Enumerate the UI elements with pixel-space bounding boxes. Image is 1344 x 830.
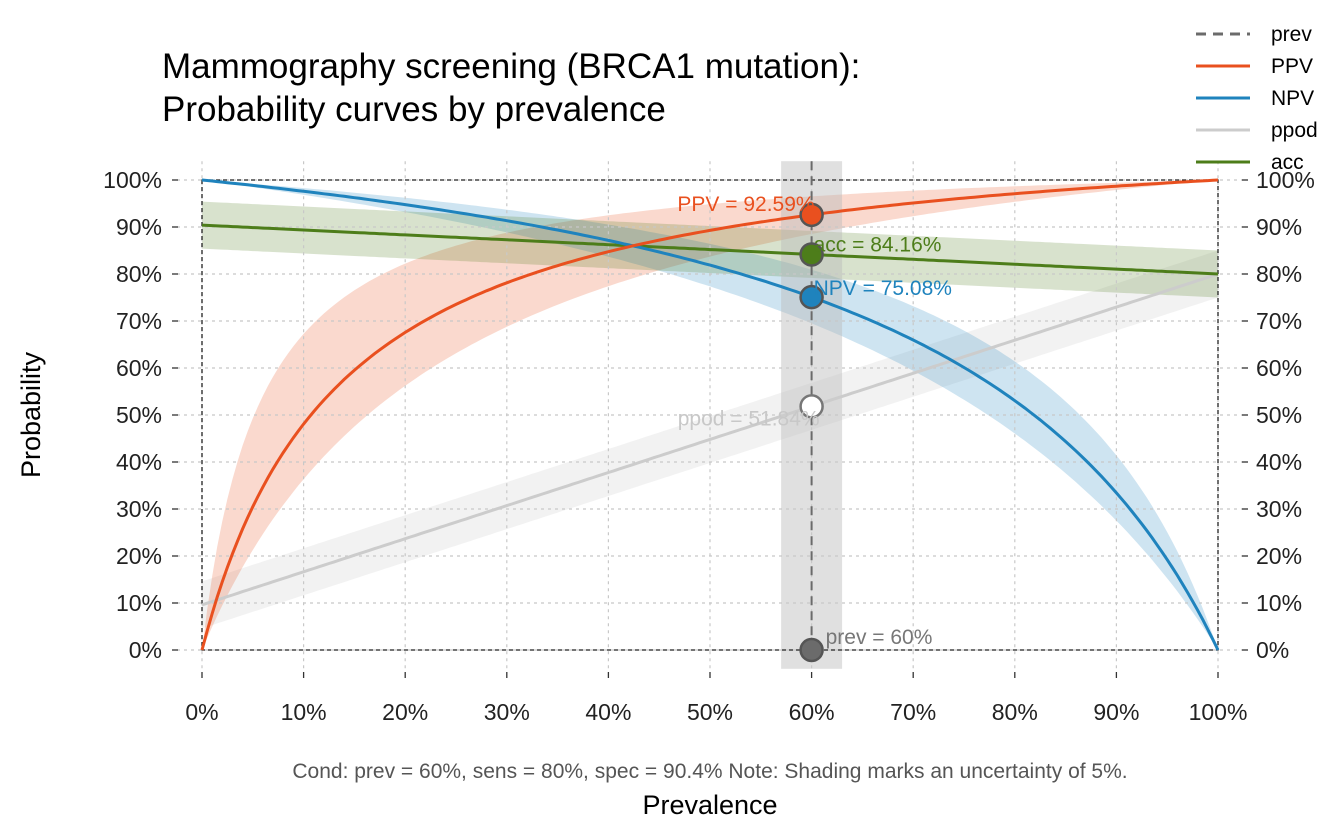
y-tick-right-8: 80% — [1256, 261, 1302, 287]
y-tick-right-6: 60% — [1256, 355, 1302, 381]
point-ppod — [799, 394, 824, 419]
x-tick-4: 40% — [585, 699, 631, 725]
probability-curves — [200, 161, 1220, 651]
y-tick-right-5: 50% — [1256, 402, 1302, 428]
x-tick-9: 90% — [1093, 699, 1139, 725]
y-tick-right-10: 100% — [1256, 167, 1315, 193]
x-tick-7: 70% — [890, 699, 936, 725]
y-tick-left-0: 0% — [129, 637, 162, 663]
y-tick-right-9: 90% — [1256, 214, 1302, 240]
y-tick-left-3: 30% — [116, 496, 162, 522]
y-tick-left-1: 10% — [116, 590, 162, 616]
y-tick-left-6: 60% — [116, 355, 162, 381]
point-label-prev: prev = 60% — [826, 626, 933, 649]
legend: prev PPV NPV ppod acc — [1196, 23, 1318, 174]
point-label-ppv: PPV = 92.59% — [677, 193, 814, 216]
legend-label-prev: prev — [1271, 23, 1312, 46]
y-tick-left-4: 40% — [116, 449, 162, 475]
curve-acc — [201, 223, 1219, 276]
x-tick-8: 80% — [992, 699, 1038, 725]
chart-title-line-1: Mammography screening (BRCA1 mutation): — [162, 47, 860, 86]
band-ppv — [202, 180, 1218, 650]
y-tick-left-5: 50% — [116, 402, 162, 428]
point-label-npv: NPV = 75.08% — [814, 277, 952, 300]
curve-npv — [201, 178, 1220, 651]
point-prev — [799, 637, 824, 663]
legend-label-ppv: PPV — [1271, 55, 1313, 78]
condition-note: Cond: prev = 60%, sens = 80%, spec = 90.… — [292, 760, 1127, 783]
x-tick-1: 10% — [281, 699, 327, 725]
plot-border — [201, 179, 1219, 651]
chart-title-line-2: Probability curves by prevalence — [162, 90, 666, 129]
y-tick-right-7: 70% — [1256, 308, 1302, 334]
highlight-points: PPV = 92.59%acc = 84.16% NPV = 75.08% ppod… — [677, 193, 952, 663]
legend-label-acc: acc — [1271, 151, 1304, 174]
y-axis-ticks-left: 0% 10% 20% 30% 40% 50% 60% 70% 80% 90% 100% — [103, 167, 178, 663]
y-tick-right-0: 0% — [1256, 637, 1289, 663]
x-tick-6: 60% — [789, 699, 835, 725]
y-tick-right-4: 40% — [1256, 449, 1302, 475]
x-tick-3: 30% — [484, 699, 530, 725]
y-axis-label: Probability — [16, 351, 46, 478]
x-tick-2: 20% — [382, 699, 428, 725]
curve-ppod — [201, 272, 1219, 607]
curve-ppv — [200, 178, 1219, 651]
legend-label-ppod: ppod — [1271, 119, 1318, 142]
y-tick-left-7: 70% — [116, 308, 162, 334]
x-tick-0: 0% — [185, 699, 218, 725]
point-npv — [799, 284, 824, 310]
point-label-ppod: ppod = 51.84% — [678, 407, 820, 430]
x-axis-label: Prevalence — [642, 790, 777, 820]
y-tick-left-8: 80% — [116, 261, 162, 287]
point-acc — [799, 242, 824, 267]
y-tick-left-9: 90% — [116, 214, 162, 240]
y-tick-left-2: 20% — [116, 543, 162, 569]
y-tick-right-1: 10% — [1256, 590, 1302, 616]
y-tick-right-2: 20% — [1256, 543, 1302, 569]
plot-frame — [201, 179, 1219, 651]
y-axis-ticks-right: 0% 10% 20% 30% 40% 50% 60% 70% 80% 90% 100% — [1242, 167, 1315, 663]
point-label-acc: acc = 84.16% — [814, 233, 942, 256]
x-tick-5: 50% — [687, 699, 733, 725]
x-tick-10: 100% — [1189, 699, 1248, 725]
x-axis-ticks: 0% 10% 20% 30% 40% 50% 60% 70% 80% 90% 100% — [185, 672, 1247, 725]
y-tick-left-10: 100% — [103, 167, 162, 193]
point-ppv — [799, 202, 824, 228]
y-tick-right-3: 30% — [1256, 496, 1302, 522]
legend-label-npv: NPV — [1271, 87, 1314, 110]
